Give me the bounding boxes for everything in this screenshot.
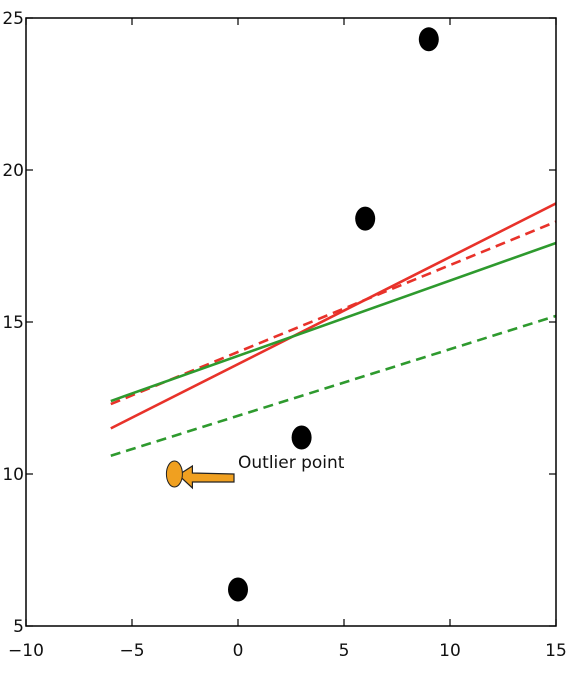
y-tick-label: 5 bbox=[13, 617, 24, 637]
fit-line-1 bbox=[110, 202, 556, 430]
axes: −10 −5 0 5 10 15 5 10 15 20 25 bbox=[2, 9, 566, 661]
annotation-arrow bbox=[177, 464, 235, 490]
y-tick-label: 15 bbox=[2, 313, 24, 333]
outlier-point bbox=[165, 460, 183, 488]
fit-line-3 bbox=[110, 241, 556, 403]
axes-frame bbox=[25, 17, 557, 627]
x-tick-label: −5 bbox=[119, 641, 144, 661]
fit-line-4 bbox=[110, 314, 556, 458]
data-point-1 bbox=[228, 577, 248, 602]
series-group bbox=[110, 27, 556, 602]
plot-area: Outlier point bbox=[110, 27, 556, 602]
y-tick-label: 10 bbox=[2, 465, 24, 485]
y-tick-label: 20 bbox=[2, 161, 24, 181]
data-point-4 bbox=[418, 27, 439, 52]
data-point-3 bbox=[355, 206, 376, 231]
x-tick-label: 10 bbox=[439, 641, 461, 661]
x-tick-label: 5 bbox=[339, 641, 350, 661]
annotation-label: Outlier point bbox=[238, 453, 345, 473]
data-point-2 bbox=[291, 425, 312, 450]
x-tick-label: 15 bbox=[545, 641, 567, 661]
x-tick-label: 0 bbox=[233, 641, 244, 661]
x-tick-label: −10 bbox=[8, 641, 44, 661]
y-tick-label: 25 bbox=[2, 9, 24, 29]
